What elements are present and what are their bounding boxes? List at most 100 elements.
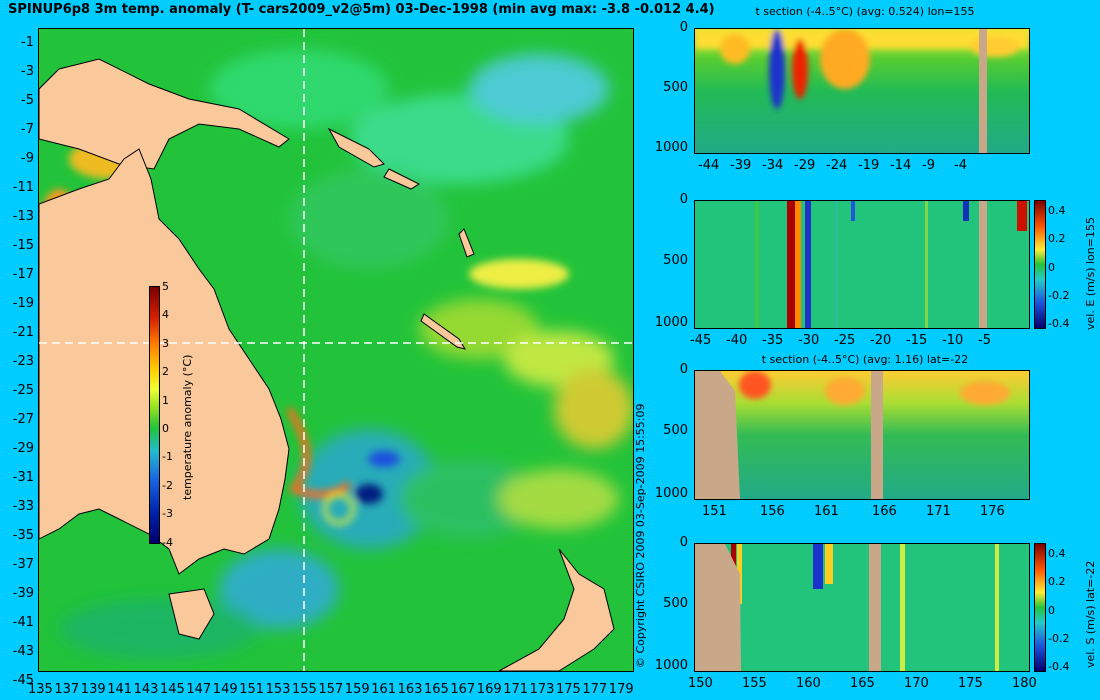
- x-tick-label: 165: [850, 676, 875, 691]
- colorbar-tick-label: -3: [162, 507, 173, 521]
- depth-tick-label: 1000: [654, 486, 688, 501]
- x-tick-label: -14: [890, 158, 912, 173]
- x-tick-label: -4: [954, 158, 967, 173]
- lon-tick-label: 171: [503, 682, 529, 697]
- depth-tick-label: 0: [679, 535, 688, 550]
- section-3-title: t section (-4..5°C) (avg: 1.16) lat=-22: [761, 353, 969, 366]
- lat-tick-label: -23: [12, 354, 34, 369]
- map-colorbar-label: temperature anomaly (°C): [181, 354, 194, 500]
- colorbar-tick-label: 1: [162, 393, 169, 407]
- x-tick-label: -25: [834, 333, 856, 348]
- x-tick-label: 160: [796, 676, 821, 691]
- lon-tick-label: 145: [160, 682, 185, 697]
- lat-tick-label: -35: [12, 528, 34, 543]
- lat-tick-label: -17: [12, 267, 34, 282]
- section-2-colorbar: [1034, 200, 1046, 329]
- lon-tick-label: 163: [397, 682, 423, 697]
- lat-tick-label: -19: [12, 296, 34, 311]
- colorbar-tick-label: 3: [162, 336, 169, 350]
- colorbar-tick-label: 0: [1048, 603, 1055, 617]
- section-4-plot[interactable]: [694, 543, 1030, 672]
- lat-tick-label: -37: [12, 557, 34, 572]
- x-tick-label: 176: [980, 504, 1005, 519]
- lon-tick-label: 137: [54, 682, 80, 697]
- section-3-canvas: [695, 371, 1029, 499]
- section-1-canvas: [695, 29, 1029, 153]
- lat-tick-label: -29: [12, 441, 34, 456]
- colorbar-tick-label: -0.4: [1048, 660, 1070, 673]
- colorbar-tick-label: 0.4: [1048, 204, 1066, 217]
- x-tick-label: -5: [978, 333, 991, 348]
- lon-tick-label: 151: [239, 682, 265, 697]
- section-2-canvas: [695, 201, 1029, 328]
- lat-tick-label: -7: [21, 122, 34, 137]
- colorbar-tick-label: -0.2: [1048, 288, 1070, 302]
- x-tick-label: -19: [858, 158, 880, 173]
- lon-tick-label: 167: [450, 682, 476, 697]
- lat-tick-label: -15: [12, 238, 34, 253]
- x-tick-label: -30: [798, 333, 820, 348]
- colorbar-tick-label: 0: [162, 422, 169, 435]
- x-tick-label: 166: [872, 504, 897, 519]
- x-tick-label: -44: [698, 158, 720, 173]
- lat-tick-label: -11: [12, 180, 34, 195]
- lat-tick-label: -5: [21, 93, 34, 108]
- map-canvas: [39, 29, 633, 671]
- section-2-colorbar-label: vel. E (m/s) lon=155: [1084, 217, 1097, 330]
- section-4-canvas: [695, 544, 1029, 671]
- lat-tick-label: -9: [21, 151, 34, 166]
- x-tick-label: -34: [762, 158, 784, 173]
- section-4-colorbar: [1034, 543, 1046, 672]
- depth-tick-label: 500: [663, 79, 688, 95]
- x-tick-label: -9: [922, 158, 935, 173]
- lon-tick-label: 169: [476, 682, 502, 697]
- x-tick-label: 170: [904, 676, 929, 691]
- x-tick-label: -40: [726, 333, 748, 348]
- x-tick-label: -15: [906, 333, 928, 348]
- section-2-plot[interactable]: [694, 200, 1030, 329]
- depth-tick-label: 500: [663, 423, 688, 439]
- colorbar-tick-label: 0.2: [1048, 232, 1066, 246]
- colorbar-tick-label: -4: [162, 535, 173, 549]
- lon-tick-label: 149: [212, 682, 238, 697]
- x-tick-label: -35: [762, 333, 784, 348]
- colorbar-tick-label: -2: [162, 478, 173, 492]
- depth-tick-label: 1000: [654, 658, 688, 673]
- depth-tick-label: 500: [663, 595, 688, 611]
- x-tick-label: -45: [690, 333, 712, 348]
- lon-tick-label: 177: [582, 682, 608, 697]
- x-tick-label: 156: [760, 504, 785, 519]
- colorbar-tick-label: 5: [162, 280, 169, 293]
- lon-tick-label: 161: [371, 682, 397, 697]
- colorbar-tick-label: 2: [162, 365, 169, 379]
- section-4-colorbar-label: vel. S (m/s) lat=-22: [1084, 560, 1097, 668]
- lon-tick-label: 179: [608, 682, 634, 697]
- lon-tick-label: 157: [318, 682, 344, 697]
- x-tick-label: 171: [926, 504, 951, 519]
- x-tick-label: -20: [870, 333, 892, 348]
- x-tick-label: 161: [814, 504, 839, 519]
- depth-tick-label: 0: [679, 20, 688, 35]
- lat-tick-label: -41: [12, 615, 34, 630]
- depth-tick-label: 500: [663, 252, 688, 268]
- x-tick-label: 180: [1012, 676, 1037, 691]
- colorbar-tick-label: 0: [1048, 260, 1055, 274]
- x-tick-label: -24: [826, 158, 848, 173]
- lat-tick-label: -25: [12, 383, 34, 398]
- lat-tick-label: -3: [21, 64, 34, 79]
- section-3-plot[interactable]: [694, 370, 1030, 500]
- lon-tick-label: 173: [529, 682, 555, 697]
- x-tick-label: 175: [958, 676, 983, 691]
- lat-tick-label: -33: [12, 499, 34, 514]
- x-tick-label: 151: [702, 504, 727, 519]
- lon-tick-label: 139: [80, 682, 106, 697]
- section-1-title: t section (-4..5°C) (avg: 0.524) lon=155: [755, 5, 975, 18]
- colorbar-tick-label: 0.2: [1048, 575, 1066, 589]
- section-1-plot[interactable]: [694, 28, 1030, 154]
- colorbar-tick-label: 4: [162, 308, 169, 322]
- lon-tick-label: 155: [292, 682, 317, 697]
- map-panel[interactable]: [38, 28, 634, 672]
- lat-tick-label: -13: [12, 209, 34, 224]
- lon-tick-label: 153: [265, 682, 291, 697]
- copyright-text: © Copyright CSIRO 2009 03-Sep-2009 15:55…: [634, 403, 647, 669]
